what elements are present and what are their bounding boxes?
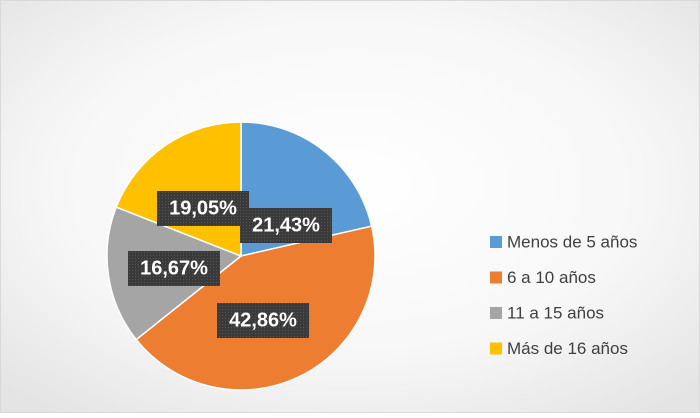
data-label: 19,05% bbox=[169, 197, 237, 219]
data-label: 16,67% bbox=[140, 257, 208, 279]
legend-label: Más de 16 años bbox=[507, 339, 628, 358]
legend-swatch bbox=[490, 307, 502, 319]
legend-label: 11 a 15 años bbox=[507, 303, 604, 322]
data-label-box bbox=[128, 251, 220, 286]
data-label-box bbox=[157, 191, 249, 226]
legend-swatch bbox=[490, 271, 502, 284]
data-label: 21,43% bbox=[252, 214, 320, 236]
data-label-box bbox=[240, 208, 332, 243]
legend-swatch bbox=[490, 342, 502, 355]
legend-label: 6 a 10 años bbox=[507, 268, 596, 287]
legend-label: Menos de 5 años bbox=[507, 232, 637, 251]
data-label: 42,86% bbox=[229, 309, 297, 331]
legend-swatch bbox=[490, 236, 502, 248]
data-label-box bbox=[217, 303, 309, 338]
